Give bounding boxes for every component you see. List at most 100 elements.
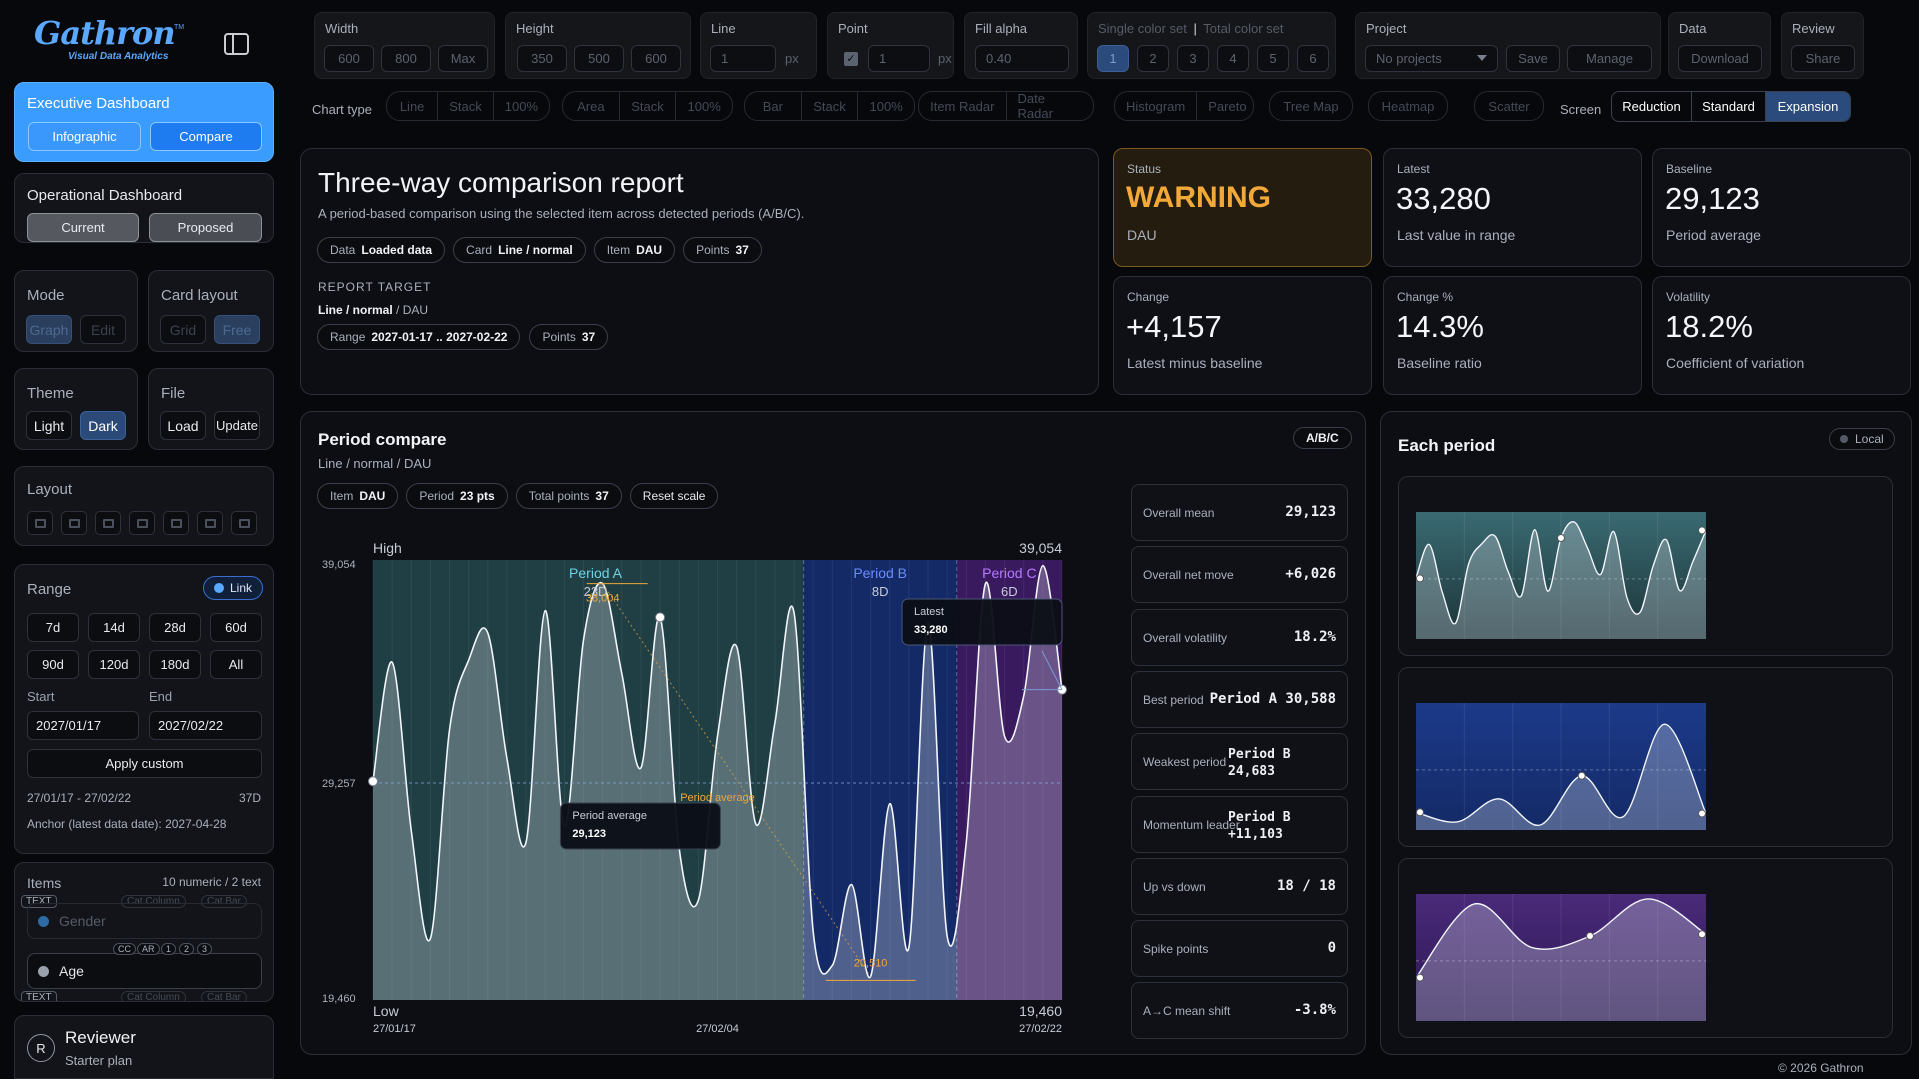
layout-option-icon[interactable] — [231, 511, 257, 535]
chart-type-area-button[interactable]: Area — [563, 92, 620, 120]
period-sparkline[interactable] — [1416, 894, 1706, 1021]
width-max-button[interactable]: Max — [438, 45, 488, 72]
sparkline-point[interactable] — [1416, 574, 1424, 583]
grid-layout-button[interactable]: Grid — [160, 315, 206, 344]
layout-option-icon[interactable] — [197, 511, 223, 535]
color-set-5-button[interactable]: 5 — [1257, 45, 1289, 72]
layout-option-icon[interactable] — [129, 511, 155, 535]
compare-button[interactable]: Compare — [150, 122, 262, 151]
save-project-button[interactable]: Save — [1506, 45, 1560, 72]
color-set-6-button[interactable]: 6 — [1297, 45, 1329, 72]
current-button[interactable]: Current — [27, 213, 139, 242]
free-layout-button[interactable]: Free — [214, 315, 260, 344]
color-set-3-button[interactable]: 3 — [1177, 45, 1209, 72]
period-compare-chart[interactable]: Period A 23D Period B 8D Period C 6D 38,004 20,… — [318, 536, 1078, 1036]
range-60d-button[interactable]: 60d — [210, 613, 262, 642]
total-color-set-label[interactable]: Total color set — [1203, 21, 1284, 36]
width-800-button[interactable]: 800 — [381, 45, 431, 72]
link-toggle[interactable]: Link — [203, 576, 263, 600]
chart-type-pareto-button[interactable]: Pareto — [1208, 98, 1247, 114]
layout-option-icon[interactable] — [163, 511, 189, 535]
sparkline-point[interactable] — [1698, 526, 1706, 535]
sparkline-point[interactable] — [1577, 771, 1586, 780]
width-600-button[interactable]: 600 — [324, 45, 374, 72]
end-date-input[interactable]: 2027/02/22 — [149, 711, 262, 740]
point-size-input[interactable]: 1 — [868, 45, 930, 72]
layout-option-icon[interactable] — [61, 511, 87, 535]
age-tag-3[interactable]: 3 — [197, 943, 213, 955]
sparkline-point[interactable] — [1416, 973, 1424, 982]
infographic-button[interactable]: Infographic — [28, 122, 141, 151]
chart-type-100--button[interactable]: 100% — [869, 98, 903, 114]
cat-bar-tag-2[interactable]: Cat Bar — [201, 991, 247, 1001]
light-theme-button[interactable]: Light — [26, 411, 72, 440]
graph-mode-button[interactable]: Graph — [26, 315, 72, 344]
chart-type-item-radar-button[interactable]: Item Radar — [919, 92, 1007, 120]
fill-alpha-input[interactable]: 0.40 — [975, 45, 1069, 72]
chart-type-heatmap-button[interactable]: Heatmap — [1381, 98, 1435, 114]
chart-type-100--button[interactable]: 100% — [687, 98, 721, 114]
screen-reduction-button[interactable]: Reduction — [1612, 92, 1692, 121]
period-sparkline[interactable] — [1416, 703, 1706, 830]
brand-logo[interactable]: Gathron TM Visual Data Analytics — [34, 14, 184, 62]
color-set-4-button[interactable]: 4 — [1217, 45, 1249, 72]
reset-scale-button[interactable]: Reset scale — [629, 483, 719, 509]
chart-type-scatter-button[interactable]: Scatter — [1488, 98, 1530, 114]
chart-type-line-button[interactable]: Line — [387, 92, 439, 120]
color-set-1-button[interactable]: 1 — [1097, 45, 1129, 72]
chart-type-date-radar-button[interactable]: Date Radar — [1017, 91, 1053, 121]
sparkline-point[interactable] — [1698, 809, 1706, 818]
period-sparkline[interactable] — [1416, 512, 1706, 639]
start-date-input[interactable]: 2027/01/17 — [27, 711, 139, 740]
range-14d-button[interactable]: 14d — [88, 613, 140, 642]
highlight-point[interactable] — [368, 776, 378, 787]
screen-expansion-button[interactable]: Expansion — [1766, 92, 1850, 121]
proposed-button[interactable]: Proposed — [149, 213, 262, 242]
sparkline-point[interactable] — [1698, 930, 1706, 939]
cat-bar-tag[interactable]: Cat Bar — [201, 895, 247, 908]
item-age[interactable]: Age — [27, 953, 262, 989]
age-tag-cc[interactable]: CC — [113, 943, 136, 955]
project-select[interactable]: No projects — [1365, 45, 1498, 72]
chart-type-histogram-button[interactable]: Histogram — [1115, 92, 1198, 120]
age-tag-2[interactable]: 2 — [179, 943, 195, 955]
range-28d-button[interactable]: 28d — [149, 613, 201, 642]
manage-project-button[interactable]: Manage — [1567, 45, 1652, 72]
range-all-button[interactable]: All — [210, 650, 262, 679]
cat-column-tag-2[interactable]: Cat Column — [121, 991, 186, 1001]
local-toggle[interactable]: Local — [1829, 428, 1895, 450]
layout-option-icon[interactable] — [27, 511, 53, 535]
chart-type-stack-button[interactable]: Stack — [802, 92, 859, 120]
user-card[interactable]: R Reviewer Starter plan — [14, 1015, 274, 1079]
age-tag-ar[interactable]: AR — [137, 943, 160, 955]
dark-theme-button[interactable]: Dark — [80, 411, 126, 440]
chart-type-bar-button[interactable]: Bar — [745, 92, 802, 120]
height-350-button[interactable]: 350 — [517, 45, 567, 72]
range-7d-button[interactable]: 7d — [27, 613, 79, 642]
single-color-set-label[interactable]: Single color set — [1098, 21, 1187, 36]
chart-type-100--button[interactable]: 100% — [504, 98, 538, 114]
update-button[interactable]: Update — [214, 411, 260, 440]
height-500-button[interactable]: 500 — [574, 45, 624, 72]
point-checkbox[interactable]: ✓ — [844, 52, 858, 66]
share-button[interactable]: Share — [1791, 45, 1855, 72]
height-600-button[interactable]: 600 — [631, 45, 681, 72]
screen-standard-button[interactable]: Standard — [1692, 92, 1766, 121]
sparkline-point[interactable] — [1416, 808, 1424, 817]
line-width-input[interactable]: 1 — [710, 45, 776, 72]
range-90d-button[interactable]: 90d — [27, 650, 79, 679]
cat-column-tag[interactable]: Cat Column — [121, 895, 186, 908]
range-180d-button[interactable]: 180d — [149, 650, 201, 679]
sparkline-point[interactable] — [1557, 534, 1565, 543]
chart-type-stack-button[interactable]: Stack — [620, 92, 677, 120]
color-set-2-button[interactable]: 2 — [1137, 45, 1169, 72]
load-button[interactable]: Load — [160, 411, 206, 440]
highlight-point[interactable] — [655, 612, 666, 623]
chart-type-tree-map-button[interactable]: Tree Map — [1283, 98, 1339, 114]
download-button[interactable]: Download — [1678, 45, 1762, 72]
sparkline-point[interactable] — [1586, 932, 1594, 941]
age-tag-1[interactable]: 1 — [161, 943, 177, 955]
sidebar-toggle-icon[interactable] — [224, 33, 249, 55]
range-120d-button[interactable]: 120d — [88, 650, 140, 679]
item-gender[interactable]: Gender — [27, 903, 262, 939]
